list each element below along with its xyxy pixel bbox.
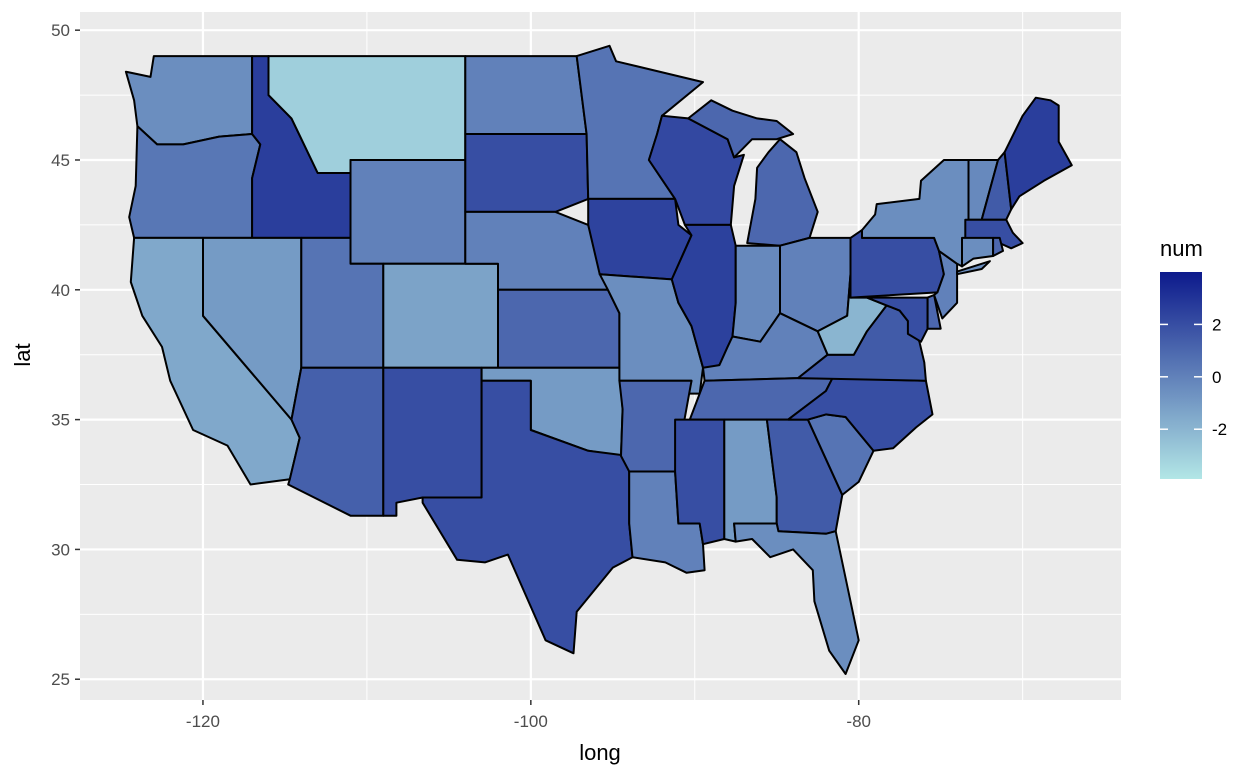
y-tick-label: 40 xyxy=(51,281,70,300)
legend-ticks: 2 0 -2 xyxy=(1160,315,1227,439)
state-maine xyxy=(1003,96,1073,211)
x-tick-label: -120 xyxy=(186,712,220,731)
legend-colorbar xyxy=(1160,272,1202,479)
y-tick-label: 35 xyxy=(51,411,70,430)
state-new-hampshire xyxy=(980,151,1013,221)
legend-label: -2 xyxy=(1212,420,1227,439)
state-colorado xyxy=(382,262,499,369)
state-pennsylvania xyxy=(849,229,945,299)
legend-label: 0 xyxy=(1212,368,1221,387)
state-florida xyxy=(733,522,860,675)
legend: num 2 0 -2 xyxy=(1160,236,1227,479)
state-long-island xyxy=(956,260,991,276)
state-michigan-upper xyxy=(687,99,795,159)
state-rhode-island xyxy=(992,236,1004,257)
y-tick-label: 25 xyxy=(51,670,70,689)
state-texas xyxy=(421,379,634,655)
state-new-mexico xyxy=(382,366,483,517)
y-axis-title: lat xyxy=(10,343,35,366)
state-new-jersey xyxy=(933,249,959,320)
x-tick-label: -100 xyxy=(514,712,548,731)
state-south-dakota xyxy=(464,133,590,213)
state-connecticut xyxy=(961,236,995,268)
legend-label: 2 xyxy=(1212,315,1221,334)
x-tick-label: -80 xyxy=(846,712,871,731)
y-tick-label: 45 xyxy=(51,151,70,170)
y-axis-ticks: 25 30 35 40 45 50 xyxy=(51,21,80,689)
state-kansas xyxy=(497,288,621,369)
state-north-carolina xyxy=(787,377,934,452)
state-oregon xyxy=(128,125,262,239)
x-axis-ticks: -120 -100 -80 xyxy=(186,700,871,731)
y-tick-label: 30 xyxy=(51,540,70,559)
state-north-dakota xyxy=(464,55,588,135)
y-tick-label: 50 xyxy=(51,21,70,40)
state-iowa xyxy=(587,197,693,281)
x-axis-title: long xyxy=(579,740,621,765)
state-regions xyxy=(124,44,1073,675)
state-wyoming xyxy=(349,159,467,265)
state-delaware xyxy=(926,294,942,330)
legend-title: num xyxy=(1160,236,1203,261)
